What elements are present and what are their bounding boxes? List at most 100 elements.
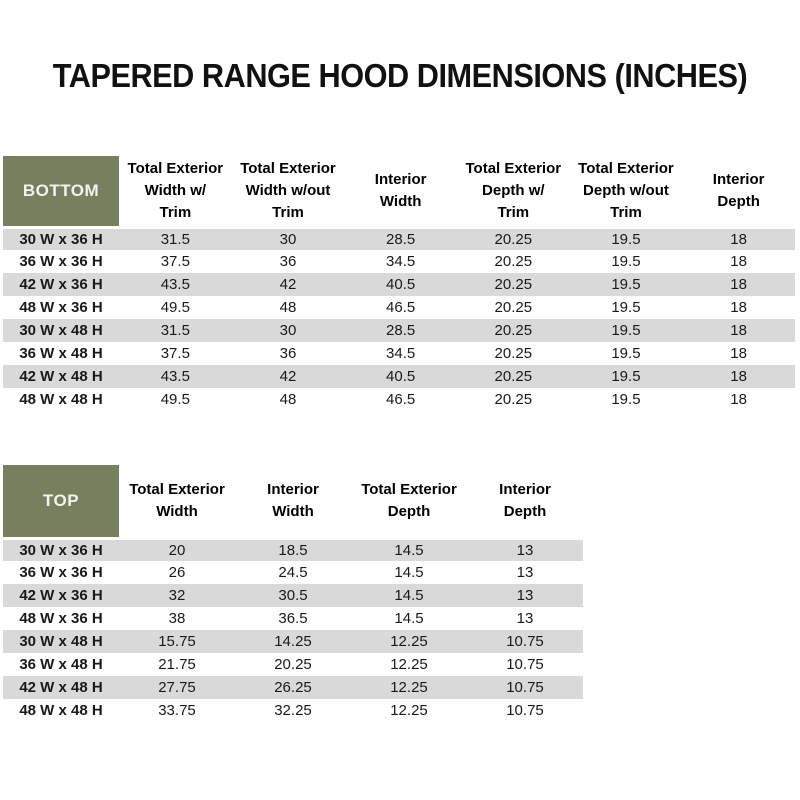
- cell: 20: [119, 538, 235, 561]
- table-row: 42 W x 48 H 27.75 26.25 12.25 10.75: [3, 676, 583, 699]
- cell: 31.5: [119, 319, 232, 342]
- table-row: 48 W x 36 H 38 36.5 14.5 13: [3, 607, 583, 630]
- cell: 20.25: [456, 273, 570, 296]
- cell: 14.5: [351, 607, 467, 630]
- cell: 21.75: [119, 653, 235, 676]
- cell: 27.75: [119, 676, 235, 699]
- row-label: 42 W x 48 H: [3, 676, 119, 699]
- cell: 20.25: [456, 388, 570, 411]
- cell: 18: [682, 296, 795, 319]
- table-row: 48 W x 36 H 49.5 48 46.5 20.25 19.5 18: [3, 296, 795, 319]
- top-section-header: TOP: [3, 465, 119, 540]
- table-row: 36 W x 48 H 37.5 36 34.5 20.25 19.5 18: [3, 342, 795, 365]
- cell: 36.5: [235, 607, 351, 630]
- cell: 40.5: [344, 273, 457, 296]
- cell: 18: [682, 388, 795, 411]
- cell: 12.25: [351, 653, 467, 676]
- column-header-total-exterior-width-wout-trim: Total Exterior Width w/out Trim: [231, 156, 345, 229]
- cell: 34.5: [344, 342, 457, 365]
- cell: 48: [231, 388, 345, 411]
- table-row: 30 W x 48 H 31.5 30 28.5 20.25 19.5 18: [3, 319, 795, 342]
- cell: 40.5: [344, 365, 457, 388]
- table-row: 36 W x 48 H 21.75 20.25 12.25 10.75: [3, 653, 583, 676]
- table-row: 36 W x 36 H 26 24.5 14.5 13: [3, 561, 583, 584]
- column-header-interior-depth: Interior Depth: [682, 156, 795, 229]
- cell: 49.5: [119, 388, 232, 411]
- cell: 46.5: [344, 296, 457, 319]
- cell: 10.75: [467, 699, 583, 722]
- cell: 43.5: [119, 273, 232, 296]
- cell: 38: [119, 607, 235, 630]
- table-row: 36 W x 36 H 37.5 36 34.5 20.25 19.5 18: [3, 250, 795, 273]
- cell: 12.25: [351, 699, 467, 722]
- cell: 18: [682, 342, 795, 365]
- cell: 26.25: [235, 676, 351, 699]
- row-label: 30 W x 48 H: [3, 630, 119, 653]
- cell: 20.25: [456, 319, 570, 342]
- row-label: 42 W x 36 H: [3, 273, 119, 296]
- row-label: 42 W x 48 H: [3, 365, 119, 388]
- cell: 30: [231, 319, 345, 342]
- cell: 20.25: [456, 342, 570, 365]
- cell: 19.5: [569, 250, 683, 273]
- column-header-total-exterior-depth-w-trim: Total Exterior Depth w/ Trim: [456, 156, 570, 229]
- cell: 19.5: [569, 319, 683, 342]
- row-label: 48 W x 48 H: [3, 699, 119, 722]
- cell: 32: [119, 584, 235, 607]
- cell: 10.75: [467, 630, 583, 653]
- cell: 18.5: [235, 538, 351, 561]
- cell: 19.5: [569, 365, 683, 388]
- page-title: TAPERED RANGE HOOD DIMENSIONS (INCHES): [52, 57, 748, 94]
- cell: 14.25: [235, 630, 351, 653]
- cell: 31.5: [119, 227, 232, 250]
- table-row: 42 W x 48 H 43.5 42 40.5 20.25 19.5 18: [3, 365, 795, 388]
- cell: 15.75: [119, 630, 235, 653]
- cell: 19.5: [569, 227, 683, 250]
- cell: 18: [682, 227, 795, 250]
- cell: 18: [682, 250, 795, 273]
- cell: 24.5: [235, 561, 351, 584]
- cell: 36: [231, 342, 345, 365]
- row-label: 48 W x 48 H: [3, 388, 119, 411]
- row-label: 48 W x 36 H: [3, 607, 119, 630]
- row-label: 30 W x 48 H: [3, 319, 119, 342]
- cell: 20.25: [235, 653, 351, 676]
- page: TAPERED RANGE HOOD DIMENSIONS (INCHES) B…: [0, 56, 800, 800]
- row-label: 36 W x 48 H: [3, 653, 119, 676]
- column-header-total-exterior-depth-wout-trim: Total Exterior Depth w/out Trim: [569, 156, 683, 229]
- cell: 19.5: [569, 342, 683, 365]
- column-header-total-exterior-width: Total Exterior Width: [119, 465, 235, 540]
- cell: 12.25: [351, 630, 467, 653]
- top-dimensions-table: TOP Total Exterior Width Interior Width …: [3, 465, 583, 722]
- top-header-row: TOP Total Exterior Width Interior Width …: [3, 465, 583, 540]
- row-label: 30 W x 36 H: [3, 538, 119, 561]
- cell: 43.5: [119, 365, 232, 388]
- cell: 20.25: [456, 296, 570, 319]
- bottom-dimensions-table: BOTTOM Total Exterior Width w/ Trim Tota…: [3, 156, 795, 411]
- bottom-header-row: BOTTOM Total Exterior Width w/ Trim Tota…: [3, 156, 795, 229]
- table-row: 42 W x 36 H 32 30.5 14.5 13: [3, 584, 583, 607]
- cell: 14.5: [351, 538, 467, 561]
- cell: 20.25: [456, 365, 570, 388]
- column-header-total-exterior-width-w-trim: Total Exterior Width w/ Trim: [119, 156, 232, 229]
- row-label: 36 W x 36 H: [3, 250, 119, 273]
- cell: 13: [467, 561, 583, 584]
- table-row: 30 W x 36 H 20 18.5 14.5 13: [3, 538, 583, 561]
- row-label: 42 W x 36 H: [3, 584, 119, 607]
- cell: 18: [682, 319, 795, 342]
- cell: 33.75: [119, 699, 235, 722]
- bottom-section-header: BOTTOM: [3, 156, 119, 229]
- cell: 49.5: [119, 296, 232, 319]
- table-row: 48 W x 48 H 49.5 48 46.5 20.25 19.5 18: [3, 388, 795, 411]
- table-row: 30 W x 36 H 31.5 30 28.5 20.25 19.5 18: [3, 227, 795, 250]
- cell: 13: [467, 607, 583, 630]
- cell: 20.25: [456, 227, 570, 250]
- row-label: 30 W x 36 H: [3, 227, 119, 250]
- table-row: 42 W x 36 H 43.5 42 40.5 20.25 19.5 18: [3, 273, 795, 296]
- cell: 19.5: [569, 273, 683, 296]
- cell: 26: [119, 561, 235, 584]
- column-header-interior-width: Interior Width: [344, 156, 457, 229]
- cell: 20.25: [456, 250, 570, 273]
- cell: 36: [231, 250, 345, 273]
- cell: 14.5: [351, 584, 467, 607]
